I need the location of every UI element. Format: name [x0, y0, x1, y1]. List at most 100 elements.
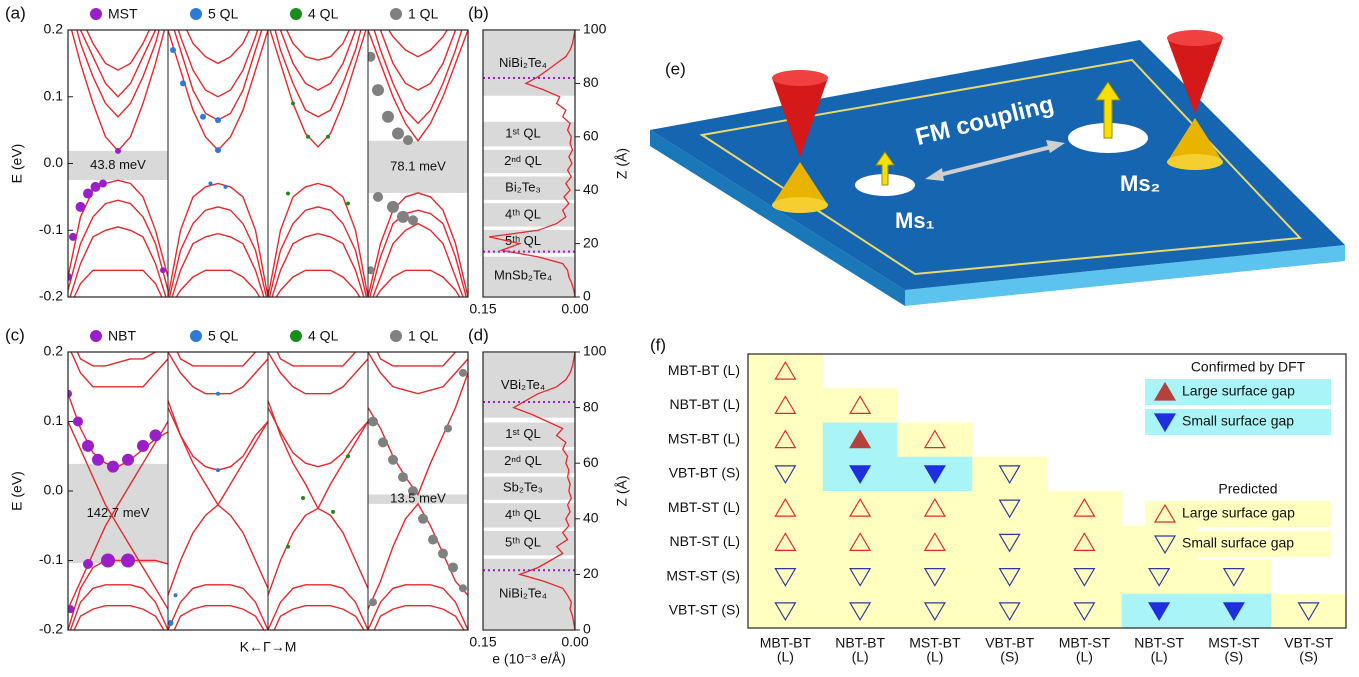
x-tick-label: 0.15 [469, 634, 496, 650]
layer-label: 5ᵗʰ QL [505, 535, 541, 550]
band-line [268, 585, 368, 630]
cell-background [898, 491, 973, 526]
projection-dot [174, 593, 178, 597]
column-label: (L) [926, 649, 943, 665]
row-label: VBT-BT (S) [669, 465, 740, 481]
projection-dot [137, 440, 149, 452]
moment-label: Ms₁ [895, 208, 935, 233]
projection-dot [69, 233, 77, 241]
cone-base [1167, 154, 1223, 170]
cell-background [748, 525, 823, 560]
column-label: (S) [1299, 649, 1318, 665]
projection-dot [369, 598, 377, 606]
row-label: MBT-BT (L) [668, 362, 740, 378]
layer-label: 4ᵗʰ QL [505, 206, 541, 221]
x-tick-label: 0.15 [469, 301, 496, 317]
layer-label: 2ⁿᵈ QL [504, 153, 542, 168]
projection-dot [291, 101, 295, 105]
cell-background [748, 354, 823, 389]
y-tick-label: 100 [583, 21, 607, 37]
moment-label: Ms₂ [1120, 171, 1160, 196]
cell-background [1271, 594, 1346, 629]
y-tick-label: 60 [583, 128, 599, 144]
cell-background [748, 491, 823, 526]
legend-label: 4 QL [308, 6, 339, 22]
projection-dot [397, 211, 409, 223]
projection-dot [121, 554, 135, 568]
cell-background [972, 594, 1047, 629]
cell-background [823, 491, 898, 526]
projection-dot [346, 454, 350, 458]
projection-dot [209, 182, 213, 186]
layer-label: NiBi₂Te₄ [499, 55, 547, 70]
y-tick-label: 40 [583, 181, 599, 197]
projection-dot [200, 114, 206, 120]
projection-dot [73, 417, 83, 427]
projection-dot [403, 135, 413, 145]
layer-label: NiBi₂Te₄ [499, 585, 547, 600]
band-line [268, 401, 368, 509]
projection-dot [224, 185, 228, 189]
projection-dot [398, 472, 408, 482]
band-line [268, 23, 368, 147]
cell-background [898, 423, 973, 458]
column-label: (L) [1151, 649, 1168, 665]
gap-label: 13.5 meV [390, 491, 446, 506]
band-line [68, 606, 168, 644]
legend-marker [190, 8, 202, 20]
legend-label: NBT [108, 328, 136, 344]
projection-dot [99, 180, 107, 188]
panel-label: (a) [5, 3, 26, 22]
projection-dot [286, 192, 290, 196]
figure: (e) FM coupling Ms₁ Ms₂ (a)43.8 meVMST5 … [0, 0, 1359, 677]
cell-background [1047, 594, 1122, 629]
legend-group: Confirmed by DFT [1191, 359, 1306, 375]
projection-dot [216, 468, 220, 472]
projection-dot [150, 429, 162, 441]
projection-dot [83, 189, 93, 199]
cell-background [748, 388, 823, 423]
band-line [168, 270, 268, 310]
band-line [368, 606, 468, 644]
legend-group: Predicted [1218, 481, 1277, 497]
panel-label: (f) [650, 335, 666, 354]
projection-dot [378, 437, 388, 447]
projection-dot [215, 117, 221, 123]
projection-dot [92, 454, 104, 466]
y-tick-label: 0.1 [44, 87, 64, 103]
legend-marker [390, 8, 402, 20]
band-line [168, 10, 268, 120]
cell-background [898, 594, 973, 629]
panel-label: (b) [468, 3, 489, 22]
y-tick-label: -0.1 [39, 221, 63, 237]
x-tick-label: 0.00 [561, 301, 588, 317]
cell-background [898, 560, 973, 595]
y-tick-label: 0.2 [44, 343, 64, 359]
band-line [68, 345, 168, 387]
row-label: MBT-ST (L) [668, 499, 740, 515]
legend-marker [90, 8, 102, 20]
projection-dot [306, 135, 310, 139]
projection-dot [387, 201, 399, 213]
legend-marker [90, 330, 102, 342]
legend-marker [390, 330, 402, 342]
row-label: VBT-ST (S) [669, 602, 740, 618]
legend-label: Small surface gap [1182, 535, 1294, 551]
layer-label: Sb₂Te₃ [503, 480, 543, 495]
layer-label: 5ᵗʰ QL [505, 233, 541, 248]
cell-background [972, 457, 1047, 492]
cell-background [972, 525, 1047, 560]
slab-top [650, 40, 1345, 290]
layer-label: VBi₂Te₄ [501, 377, 545, 392]
band-line [268, 508, 368, 595]
projection-dot [82, 440, 94, 452]
band-line [368, 585, 468, 630]
projection-dot [366, 52, 376, 62]
band-line [168, 585, 268, 630]
band-line [368, 10, 468, 123]
row-label: MST-BT (L) [668, 430, 740, 446]
band-line [168, 30, 268, 150]
projection-dot [418, 514, 428, 524]
gap-label: 142.7 meV [87, 505, 150, 520]
projection-dot [459, 369, 467, 377]
